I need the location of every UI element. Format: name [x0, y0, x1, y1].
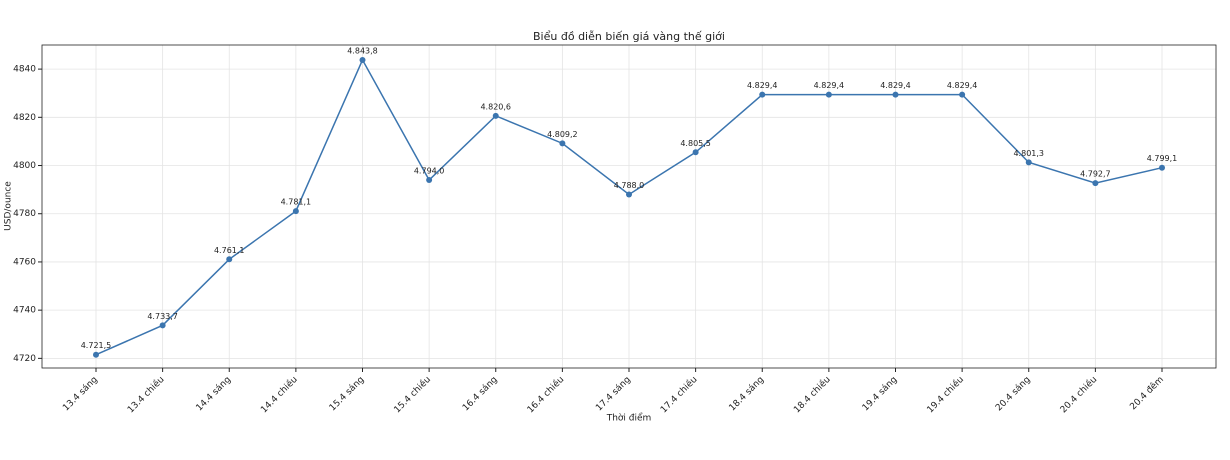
point — [492, 112, 499, 119]
point — [1092, 180, 1099, 187]
data-label: 4.761,1 — [214, 246, 245, 255]
y-tick-label: 4840 — [13, 65, 36, 75]
data-label: 4.781,1 — [281, 198, 312, 207]
point — [226, 256, 233, 263]
y-tick-label: 4760 — [13, 257, 36, 267]
point — [93, 351, 99, 358]
point — [426, 176, 433, 183]
data-label: 4.733,7 — [147, 312, 178, 321]
y-axis-label: USD/ounce — [4, 181, 14, 231]
data-label: 4.805,5 — [680, 139, 711, 148]
point — [292, 208, 299, 215]
data-label: 4.794,0 — [414, 166, 445, 175]
y-tick-label: 4740 — [13, 306, 36, 316]
point — [559, 140, 566, 147]
data-label: 4.788,0 — [614, 181, 645, 190]
data-label: 4.721,5 — [81, 341, 112, 350]
y-tick-label: 4800 — [13, 161, 36, 171]
x-axis-label: Thời điểm — [606, 413, 652, 424]
data-label: 4.792,7 — [1080, 170, 1111, 179]
data-label: 4.809,2 — [547, 130, 578, 139]
data-label: 4.829,4 — [747, 81, 778, 90]
y-tick-label: 4820 — [13, 113, 36, 123]
data-label: 4.801,3 — [1013, 149, 1044, 158]
y-tick-label: 4780 — [13, 209, 36, 219]
chart-title: Biểu đồ diễn biến giá vàng thế giới — [533, 30, 725, 43]
point — [359, 56, 366, 63]
point — [892, 91, 899, 98]
data-label: 4.829,4 — [880, 81, 911, 90]
point — [825, 91, 832, 98]
point — [626, 191, 632, 198]
data-label: 4.843,8 — [347, 46, 378, 55]
point — [1159, 164, 1165, 171]
data-label: 4.829,4 — [947, 81, 978, 90]
plot-frame — [41, 44, 1217, 369]
data-label: 4.799,1 — [1147, 154, 1178, 163]
y-tick-label: 4720 — [13, 354, 36, 364]
data-label: 4.820,6 — [480, 102, 511, 111]
point — [692, 149, 699, 156]
point — [1025, 159, 1032, 166]
point — [159, 322, 166, 329]
point — [959, 91, 966, 98]
data-label: 4.829,4 — [814, 81, 845, 90]
point — [759, 91, 766, 98]
